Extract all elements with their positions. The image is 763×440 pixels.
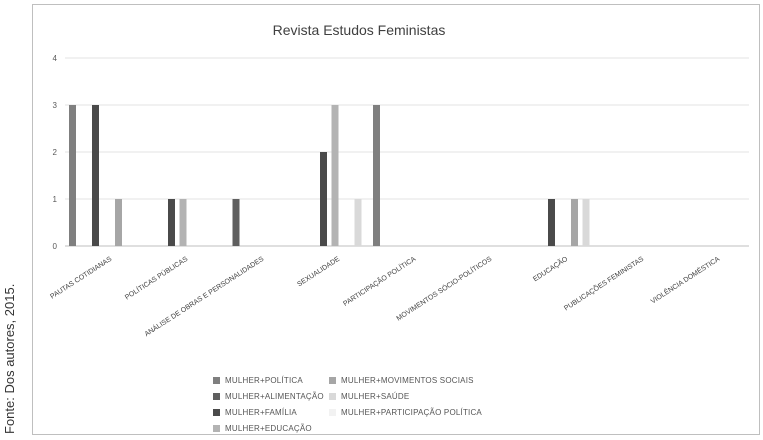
y-tick-label: 3 <box>53 101 58 110</box>
legend-item: MULHER+PARTICIPAÇÃO POLÍTICA <box>329 408 482 417</box>
bar <box>92 105 99 246</box>
legend-swatch <box>329 409 336 416</box>
x-tick-label: PARTICIPAÇÃO POLÍTICA <box>341 254 417 308</box>
bar <box>548 199 555 246</box>
legend-item: MULHER+SAÚDE <box>329 392 409 401</box>
source-note: Fonte: Dos autores, 2015. <box>2 283 17 434</box>
x-tick-label: SEXUALIDADE <box>296 256 341 289</box>
bar <box>331 105 339 246</box>
legend-item: MULHER+FAMÍLIA <box>213 408 297 417</box>
legend-label: MULHER+POLÍTICA <box>225 376 303 385</box>
legend-label: MULHER+SAÚDE <box>341 392 410 401</box>
bar <box>232 199 240 246</box>
bar <box>320 152 327 246</box>
legend-label: MULHER+ALIMENTAÇÃO <box>225 392 324 401</box>
x-tick-label: EDUCAÇÃO <box>531 254 570 283</box>
bar <box>179 199 187 246</box>
legend-item: MULHER+EDUCAÇÃO <box>213 424 312 433</box>
chart-legend: MULHER+POLÍTICA MULHER+ALIMENTAÇÃO MULHER+… <box>213 376 533 440</box>
legend-label: MULHER+FAMÍLIA <box>225 408 297 417</box>
chart-title: Revista Estudos Feministas <box>273 22 446 38</box>
bar <box>582 199 590 246</box>
chart-frame: Revista Estudos Feministas 0 1 2 3 4 PAUTAS CO… <box>32 4 760 435</box>
legend-swatch <box>213 393 220 400</box>
legend-swatch <box>213 425 220 432</box>
bar <box>571 199 578 246</box>
legend-item: MULHER+POLÍTICA <box>213 376 303 385</box>
x-tick-label: PUBLICAÇÕES FEMINISTAS <box>562 254 645 313</box>
legend-label: MULHER+EDUCAÇÃO <box>225 424 312 433</box>
x-tick-label: POLÍTICAS PÚBLICAS <box>123 254 190 302</box>
bar <box>168 199 175 246</box>
legend-swatch <box>213 409 220 416</box>
bar-chart: Revista Estudos Feministas 0 1 2 3 4 PAUTAS CO… <box>49 22 749 338</box>
y-tick-label: 4 <box>53 54 58 63</box>
legend-item: MULHER+MOVIMENTOS SOCIAIS <box>329 376 474 385</box>
legend-swatch <box>213 377 220 384</box>
legend-swatch <box>329 377 336 384</box>
bar <box>373 105 380 246</box>
legend-item: MULHER+ALIMENTAÇÃO <box>213 392 324 401</box>
y-tick-label: 1 <box>53 195 58 204</box>
x-tick-label: PAUTAS COTIDIANAS <box>49 256 113 301</box>
x-tick-label: ANÁLISE DE OBRAS E PERSONALIDADES <box>143 254 266 338</box>
legend-label: MULHER+MOVIMENTOS SOCIAIS <box>341 376 474 385</box>
legend-label: MULHER+PARTICIPAÇÃO POLÍTICA <box>341 408 482 417</box>
legend-swatch <box>329 393 336 400</box>
x-tick-label: VIOLÊNCIA DOMÉSTICA <box>649 254 722 306</box>
y-tick-label: 2 <box>53 148 58 157</box>
bar <box>354 199 362 246</box>
bar <box>69 105 76 246</box>
bar <box>115 199 122 246</box>
y-tick-label: 0 <box>53 242 58 251</box>
